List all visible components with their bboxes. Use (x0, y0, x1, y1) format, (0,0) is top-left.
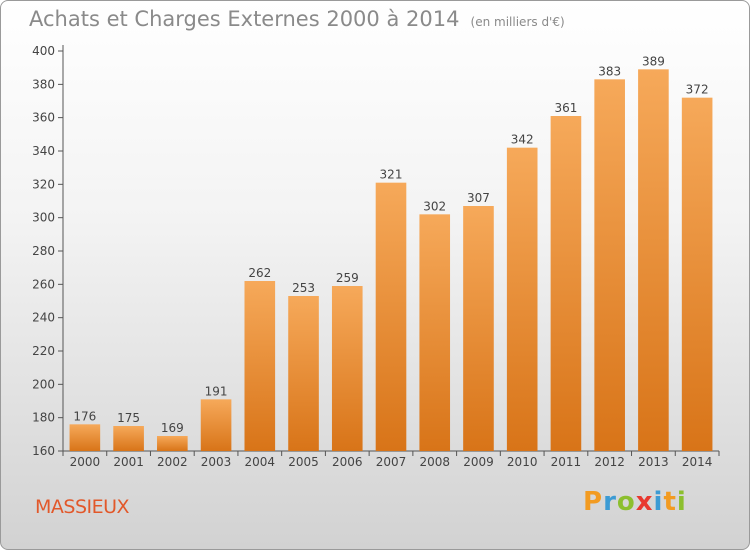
bar (375, 182, 407, 451)
y-tick-label: 320 (32, 177, 55, 191)
data-label: 191 (205, 384, 228, 398)
bar (463, 206, 494, 451)
data-label: 321 (380, 168, 403, 182)
logo-letter: P (583, 487, 604, 517)
y-axis: 160 180 200 220 240 260 280 300 320 340 360 380 400 (32, 44, 64, 458)
logo-letter: i (676, 487, 687, 517)
data-label: 169 (161, 421, 184, 435)
x-tick-label: 2007 (376, 455, 407, 469)
x-tick-label: 2011 (551, 455, 582, 469)
y-tick-label: 200 (32, 377, 55, 391)
x-tick-label: 2001 (113, 455, 144, 469)
bar (200, 399, 232, 451)
y-tick-label: 260 (32, 277, 55, 291)
proxiti-logo: Proxiti (583, 487, 687, 517)
y-tick-label: 180 (32, 411, 55, 425)
x-tick-label: 2013 (638, 455, 669, 469)
x-tick-label: 2014 (682, 455, 713, 469)
data-label: 259 (336, 271, 359, 285)
data-label: 361 (554, 101, 577, 115)
bar (681, 97, 713, 452)
bar (638, 69, 669, 451)
y-tick-label: 300 (32, 211, 55, 225)
x-tick-label: 2000 (70, 455, 101, 469)
x-tick-label: 2008 (419, 455, 450, 469)
bar (288, 296, 319, 451)
data-label: 175 (117, 411, 140, 425)
x-tick-label: 2010 (507, 455, 538, 469)
y-tick-label: 280 (32, 244, 55, 258)
bars (69, 69, 713, 452)
bar (113, 426, 144, 451)
data-labels: 176 175 169 191 262 253 259 321 302 307 342 361 383 3… (73, 54, 708, 435)
x-tick-label: 2005 (288, 455, 319, 469)
data-label: 262 (248, 266, 271, 280)
chart-title: Achats et Charges Externes 2000 à 2014 (29, 7, 460, 31)
data-label: 302 (423, 199, 446, 213)
logo-letter: r (603, 487, 617, 517)
y-tick-label: 220 (32, 344, 55, 358)
x-axis: 2000 2001 2002 2003 2004 2005 2006 2007 2008 2009… (62, 450, 720, 469)
title-row: Achats et Charges Externes 2000 à 2014 (… (29, 7, 565, 31)
x-tick-label: 2003 (201, 455, 232, 469)
y-tick-label: 380 (32, 77, 55, 91)
x-tick-label: 2004 (245, 455, 276, 469)
x-tick-label: 2002 (157, 455, 188, 469)
data-label: 253 (292, 281, 315, 295)
x-tick-label: 2009 (463, 455, 494, 469)
y-tick-label: 240 (32, 311, 55, 325)
bar (244, 281, 276, 451)
bar (69, 424, 101, 451)
bar (157, 436, 188, 451)
data-label: 307 (467, 191, 490, 205)
y-tick-label: 400 (32, 44, 55, 58)
logo-letter: o (616, 487, 636, 517)
bar (506, 147, 538, 451)
y-tick-label: 160 (32, 444, 55, 458)
chart-subtitle: (en milliers d'€) (470, 15, 565, 29)
data-label: 383 (598, 64, 621, 78)
bar (550, 116, 582, 451)
bar (331, 286, 363, 451)
x-tick-label: 2012 (594, 455, 625, 469)
data-label: 176 (73, 409, 96, 423)
data-label: 389 (642, 54, 665, 68)
data-label: 342 (511, 133, 534, 147)
bar (594, 79, 625, 451)
place-name: MASSIEUX (35, 496, 130, 518)
y-tick-label: 340 (32, 144, 55, 158)
y-tick-label: 360 (32, 111, 55, 125)
logo-letter: t (663, 487, 677, 517)
data-label: 372 (686, 83, 709, 97)
bar (419, 214, 451, 451)
logo-letter: x (635, 487, 654, 517)
logo-letter: i (653, 487, 664, 517)
x-tick-label: 2006 (332, 455, 363, 469)
